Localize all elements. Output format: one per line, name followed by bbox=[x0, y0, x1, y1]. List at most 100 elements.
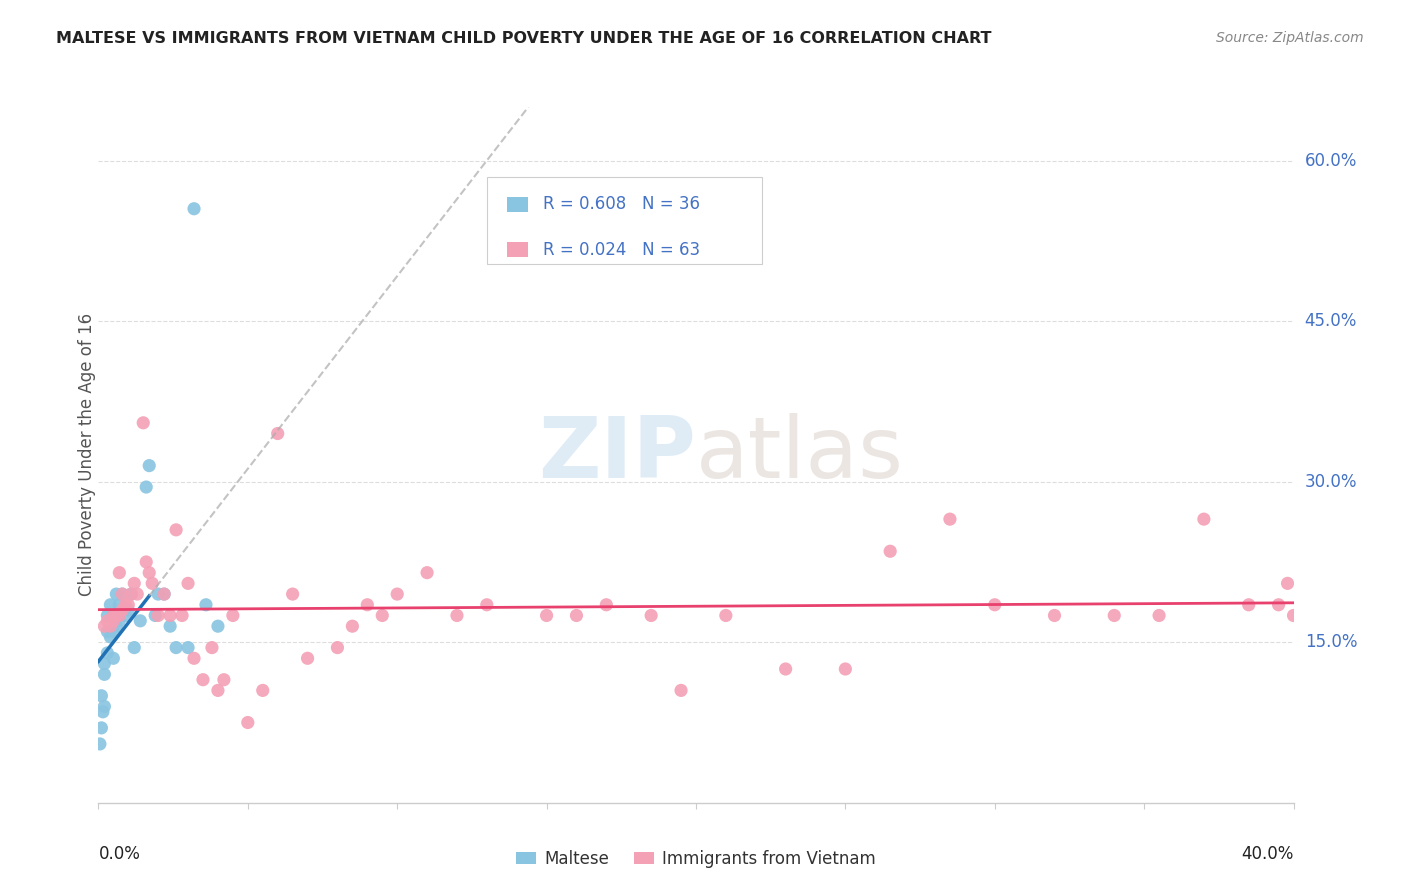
Point bbox=[90, 689, 112, 703]
Point bbox=[89, 737, 111, 751]
Point bbox=[416, 566, 439, 580]
Point bbox=[153, 587, 176, 601]
Point bbox=[326, 640, 349, 655]
Point bbox=[267, 426, 290, 441]
Point bbox=[91, 705, 114, 719]
Point bbox=[98, 598, 122, 612]
Point bbox=[371, 608, 394, 623]
Point bbox=[103, 608, 125, 623]
Point bbox=[93, 699, 115, 714]
Point bbox=[105, 619, 128, 633]
Point bbox=[475, 598, 498, 612]
Point bbox=[153, 587, 176, 601]
Point bbox=[108, 608, 131, 623]
Legend: Maltese, Immigrants from Vietnam: Maltese, Immigrants from Vietnam bbox=[509, 843, 883, 874]
Point bbox=[207, 619, 229, 633]
Text: R = 0.024   N = 63: R = 0.024 N = 63 bbox=[543, 241, 700, 259]
Point bbox=[111, 603, 134, 617]
Point bbox=[565, 608, 588, 623]
FancyBboxPatch shape bbox=[508, 242, 529, 257]
Point bbox=[141, 576, 163, 591]
Point bbox=[159, 608, 181, 623]
Text: 30.0%: 30.0% bbox=[1305, 473, 1357, 491]
Point bbox=[93, 619, 115, 633]
Point bbox=[117, 603, 139, 617]
Point bbox=[281, 587, 304, 601]
Point bbox=[201, 640, 224, 655]
Point bbox=[96, 624, 118, 639]
Point bbox=[96, 614, 118, 628]
Point bbox=[183, 651, 205, 665]
Point bbox=[939, 512, 962, 526]
Text: MALTESE VS IMMIGRANTS FROM VIETNAM CHILD POVERTY UNDER THE AGE OF 16 CORRELATION: MALTESE VS IMMIGRANTS FROM VIETNAM CHILD… bbox=[56, 31, 991, 46]
Point bbox=[1267, 598, 1289, 612]
Point bbox=[356, 598, 378, 612]
Point bbox=[177, 576, 200, 591]
Point bbox=[222, 608, 245, 623]
Point bbox=[90, 721, 112, 735]
Point bbox=[108, 598, 131, 612]
Point bbox=[103, 651, 125, 665]
Point bbox=[143, 608, 166, 623]
Point bbox=[834, 662, 856, 676]
Point bbox=[669, 683, 692, 698]
Point bbox=[191, 673, 214, 687]
Point bbox=[536, 608, 558, 623]
Point bbox=[108, 566, 131, 580]
Point bbox=[120, 587, 142, 601]
Text: ZIP: ZIP bbox=[538, 413, 696, 497]
Point bbox=[105, 587, 128, 601]
Point bbox=[165, 523, 187, 537]
Point bbox=[129, 614, 152, 628]
FancyBboxPatch shape bbox=[508, 197, 529, 212]
Point bbox=[183, 202, 205, 216]
Point bbox=[1277, 576, 1299, 591]
Point bbox=[1282, 608, 1305, 623]
Point bbox=[135, 555, 157, 569]
Point bbox=[172, 608, 194, 623]
Point bbox=[714, 608, 737, 623]
Point bbox=[117, 598, 139, 612]
Point bbox=[93, 667, 115, 681]
Point bbox=[96, 608, 118, 623]
Point bbox=[111, 587, 134, 601]
Point bbox=[165, 640, 187, 655]
Text: Source: ZipAtlas.com: Source: ZipAtlas.com bbox=[1216, 31, 1364, 45]
Point bbox=[135, 480, 157, 494]
Point bbox=[236, 715, 259, 730]
Point bbox=[177, 640, 200, 655]
Point bbox=[1043, 608, 1066, 623]
Point bbox=[93, 657, 115, 671]
Point bbox=[207, 683, 229, 698]
Point bbox=[595, 598, 617, 612]
Point bbox=[252, 683, 274, 698]
Point bbox=[103, 624, 125, 639]
Point bbox=[124, 576, 146, 591]
Point bbox=[446, 608, 468, 623]
Point bbox=[114, 598, 136, 612]
Point bbox=[108, 614, 131, 628]
Point bbox=[983, 598, 1005, 612]
Point bbox=[640, 608, 662, 623]
Text: 15.0%: 15.0% bbox=[1305, 633, 1357, 651]
Point bbox=[148, 587, 170, 601]
Point bbox=[148, 608, 170, 623]
FancyBboxPatch shape bbox=[486, 177, 762, 263]
Point bbox=[1104, 608, 1126, 623]
Point bbox=[1237, 598, 1260, 612]
Point bbox=[775, 662, 797, 676]
Point bbox=[879, 544, 901, 558]
Point bbox=[138, 566, 160, 580]
Point bbox=[1147, 608, 1170, 623]
Point bbox=[138, 458, 160, 473]
Point bbox=[114, 608, 136, 623]
Point bbox=[159, 619, 181, 633]
Text: 40.0%: 40.0% bbox=[1241, 845, 1294, 863]
Point bbox=[342, 619, 364, 633]
Text: 45.0%: 45.0% bbox=[1305, 312, 1357, 330]
Text: 60.0%: 60.0% bbox=[1305, 152, 1357, 169]
Point bbox=[103, 608, 125, 623]
Point bbox=[1192, 512, 1215, 526]
Point bbox=[96, 646, 118, 660]
Point bbox=[127, 587, 149, 601]
